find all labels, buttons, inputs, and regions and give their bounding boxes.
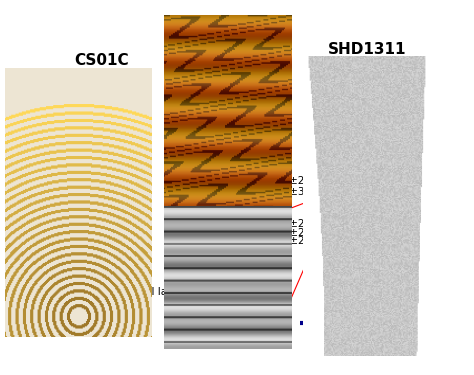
Text: 11007 ±22: 11007 ±22 xyxy=(173,182,231,192)
Text: 10079 ±29: 10079 ±29 xyxy=(253,176,311,186)
Text: 10795 ±21: 10795 ±21 xyxy=(173,166,231,176)
Text: SHD1311: SHD1311 xyxy=(328,42,406,57)
Text: 10204 ±22: 10204 ±22 xyxy=(173,128,231,138)
Bar xyxy=(166,138,230,146)
Text: 10294 ±66: 10294 ±66 xyxy=(173,137,231,147)
Text: 40 mm: 40 mm xyxy=(74,310,110,320)
Text: 40 mm: 40 mm xyxy=(331,321,368,332)
Text: CS01C: CS01C xyxy=(74,53,128,68)
Text: 10578 ±42: 10578 ±42 xyxy=(173,158,231,168)
Text: Supra annual layer: Supra annual layer xyxy=(85,283,215,297)
Text: 10396 ±30: 10396 ±30 xyxy=(253,187,311,197)
Text: 10588 ±42: 10588 ±42 xyxy=(173,151,231,161)
Text: 10837 ±41: 10837 ±41 xyxy=(173,174,231,184)
Bar xyxy=(221,188,289,196)
Text: 12613 ±20: 12613 ±20 xyxy=(253,236,311,246)
Text: 11138 ±40: 11138 ±40 xyxy=(173,190,231,200)
Text: 10757 ±27: 10757 ±27 xyxy=(253,219,311,229)
Text: 11157 ±27: 11157 ±27 xyxy=(253,228,311,238)
Text: 0.2 mm: 0.2 mm xyxy=(194,307,232,317)
Text: 0.2 mm: 0.2 mm xyxy=(240,183,277,193)
